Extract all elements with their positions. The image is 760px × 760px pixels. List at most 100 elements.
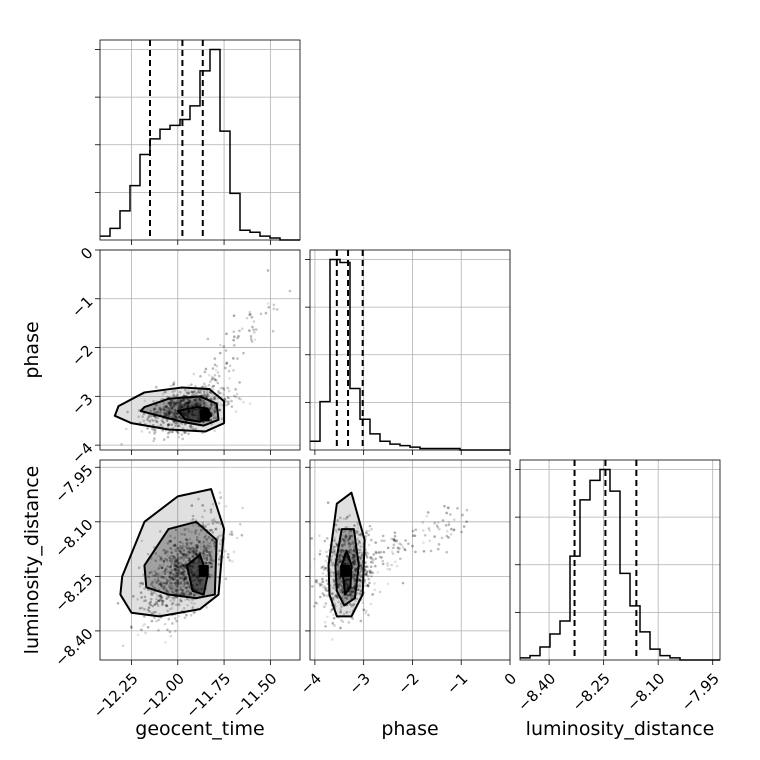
sample-point bbox=[321, 572, 325, 575]
sample-point bbox=[325, 537, 329, 540]
sample-point bbox=[360, 580, 363, 583]
sample-point bbox=[162, 407, 165, 411]
sample-point bbox=[166, 565, 169, 568]
sample-point bbox=[195, 399, 199, 403]
sample-point bbox=[179, 399, 183, 402]
sample-point bbox=[225, 403, 229, 407]
sample-point bbox=[148, 571, 152, 575]
sample-point bbox=[209, 397, 213, 401]
sample-point bbox=[178, 545, 182, 548]
sample-point bbox=[334, 594, 338, 597]
sample-point bbox=[189, 546, 193, 550]
sample-point bbox=[369, 538, 373, 542]
sample-point bbox=[205, 561, 208, 565]
sample-point bbox=[391, 552, 395, 556]
sample-point bbox=[205, 523, 208, 527]
scatter-points bbox=[113, 269, 292, 446]
sample-point bbox=[211, 367, 215, 370]
sample-point bbox=[353, 550, 357, 554]
histogram-step-geocent_time bbox=[100, 48, 300, 241]
sample-point bbox=[338, 576, 342, 580]
sample-point bbox=[301, 613, 304, 616]
sample-point bbox=[186, 580, 189, 583]
sample-point bbox=[161, 393, 165, 396]
sample-point bbox=[352, 553, 355, 557]
sample-point bbox=[148, 431, 151, 434]
sample-point bbox=[175, 619, 178, 623]
sample-point bbox=[353, 555, 357, 559]
sample-point bbox=[178, 415, 181, 419]
sample-point bbox=[323, 567, 327, 570]
sample-point bbox=[175, 580, 178, 584]
sample-point bbox=[351, 562, 355, 565]
sample-point bbox=[252, 320, 256, 323]
sample-point bbox=[168, 540, 171, 544]
sample-point bbox=[334, 528, 338, 532]
sample-point bbox=[220, 417, 224, 421]
sample-point bbox=[169, 555, 173, 558]
sample-point bbox=[143, 399, 147, 403]
sample-point bbox=[183, 400, 186, 404]
sample-point bbox=[185, 390, 188, 394]
histogram-panel-luminosity_distance: −8.40 −8.25 −8.10 −7.95 bbox=[514, 459, 723, 715]
sample-point bbox=[165, 412, 168, 416]
sample-point bbox=[172, 563, 176, 567]
sample-point bbox=[212, 403, 216, 407]
sample-point bbox=[138, 584, 142, 588]
sample-point bbox=[171, 572, 174, 575]
sample-point bbox=[142, 412, 146, 416]
sample-point bbox=[170, 577, 173, 580]
sample-point bbox=[192, 372, 196, 376]
sample-point bbox=[226, 553, 230, 556]
sample-point bbox=[201, 504, 204, 507]
sample-point bbox=[189, 541, 193, 545]
sample-point bbox=[158, 407, 162, 410]
sample-point bbox=[230, 399, 233, 403]
sample-point bbox=[230, 533, 234, 536]
sample-point bbox=[195, 392, 198, 395]
sample-point bbox=[346, 593, 349, 597]
sample-point bbox=[168, 579, 172, 582]
sample-point bbox=[154, 600, 158, 604]
sample-point bbox=[199, 547, 203, 551]
sample-point bbox=[192, 398, 196, 402]
sample-point bbox=[186, 403, 189, 406]
sample-point bbox=[178, 399, 182, 402]
sample-point bbox=[169, 634, 173, 638]
sample-point bbox=[348, 594, 351, 597]
sample-point bbox=[195, 403, 199, 406]
y-axis-label-luminosity_distance: luminosity_distance bbox=[21, 466, 43, 655]
sample-point bbox=[341, 590, 345, 594]
sample-point bbox=[213, 429, 217, 433]
sample-point bbox=[211, 385, 214, 388]
sample-point bbox=[359, 589, 362, 593]
sample-point bbox=[190, 390, 193, 393]
sample-point bbox=[198, 403, 202, 407]
sample-point bbox=[353, 568, 357, 572]
sample-point bbox=[153, 407, 156, 411]
sample-point bbox=[182, 591, 185, 595]
sample-point bbox=[228, 364, 232, 368]
sample-point bbox=[179, 403, 182, 406]
sample-point bbox=[214, 527, 217, 531]
sample-point bbox=[155, 619, 158, 623]
sample-point bbox=[177, 615, 181, 618]
sample-point bbox=[188, 586, 191, 590]
sample-point bbox=[186, 578, 189, 581]
sample-point bbox=[205, 549, 209, 552]
sample-point bbox=[213, 540, 217, 544]
sample-point bbox=[184, 577, 187, 581]
sample-point bbox=[336, 569, 340, 573]
sample-point bbox=[169, 571, 173, 575]
sample-point bbox=[365, 570, 369, 574]
sample-point bbox=[184, 431, 187, 434]
sample-point bbox=[165, 411, 169, 414]
sample-point bbox=[395, 564, 399, 568]
sample-point bbox=[159, 410, 163, 414]
sample-point bbox=[358, 579, 362, 582]
sample-point bbox=[169, 539, 172, 543]
sample-point bbox=[336, 570, 340, 574]
sample-point bbox=[168, 630, 172, 634]
sample-point bbox=[191, 391, 195, 394]
sample-point bbox=[180, 406, 183, 409]
